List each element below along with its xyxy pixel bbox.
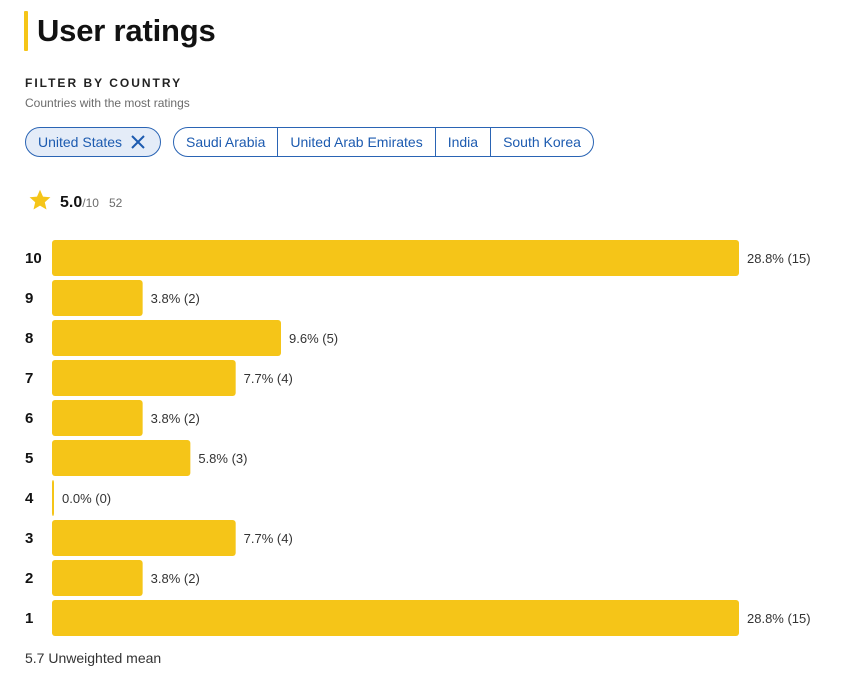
bar-value-label-10: 28.8% (15) — [747, 251, 811, 266]
rating-max: /10 — [82, 196, 99, 210]
rating-count: 52 — [108, 196, 123, 210]
rating-label-6: 6 — [25, 410, 33, 427]
bar-value-label-1: 28.8% (15) — [747, 611, 811, 626]
rating-score: 5.0 — [60, 194, 83, 211]
bar-rating-5[interactable] — [52, 440, 191, 476]
bar-rating-3[interactable] — [52, 520, 236, 556]
page-title: User ratings — [37, 13, 216, 48]
rating-label-5: 5 — [25, 450, 33, 467]
bar-value-label-8: 9.6% (5) — [289, 331, 338, 346]
bar-rating-9[interactable] — [52, 280, 143, 316]
chip-selected-label: United States — [38, 134, 123, 150]
rating-label-2: 2 — [25, 570, 33, 587]
chip-country-south-korea[interactable]: South Korea — [503, 134, 581, 150]
rating-label-1: 1 — [25, 610, 33, 627]
country-chip-group: Saudi Arabia United Arab Emirates India … — [173, 127, 594, 157]
rating-summary: 5.0 /10 52 — [28, 183, 122, 212]
bar-rating-7[interactable] — [52, 360, 236, 396]
bar-rating-6[interactable] — [52, 400, 143, 436]
title-accent-bar — [24, 11, 28, 51]
bar-value-label-2: 3.8% (2) — [151, 571, 200, 586]
chip-country-saudi-arabia[interactable]: Saudi Arabia — [174, 128, 279, 156]
chip-country-india[interactable]: India — [436, 128, 492, 156]
unweighted-mean: 5.7 Unweighted mean — [25, 650, 162, 666]
filter-subtitle: Countries with the most ratings — [25, 96, 190, 110]
bar-value-label-7: 7.7% (4) — [244, 371, 293, 386]
bar-value-label-3: 7.7% (4) — [244, 531, 293, 546]
close-icon[interactable] — [130, 134, 146, 150]
page-header: User ratings — [24, 11, 216, 51]
filter-label: FILTER BY COUNTRY — [25, 76, 183, 90]
rating-label-10: 10 — [25, 250, 42, 267]
bar-rating-1[interactable] — [52, 600, 739, 636]
rating-label-8: 8 — [25, 330, 33, 347]
bar-rating-8[interactable] — [52, 320, 281, 356]
bar-rating-2[interactable] — [52, 560, 143, 596]
rating-label-3: 3 — [25, 530, 33, 547]
rating-label-7: 7 — [25, 370, 33, 387]
rating-label-4: 4 — [25, 490, 34, 507]
star-icon — [29, 189, 51, 210]
ratings-bar-chart: 10 28.8% (15) 9 3.8% (2) 8 9.6% (5) 7 7.7% (4) 6… — [25, 240, 811, 636]
chip-country-uae[interactable]: United Arab Emirates — [278, 128, 436, 156]
rating-label-9: 9 — [25, 290, 33, 307]
bar-value-label-9: 3.8% (2) — [151, 291, 200, 306]
bar-rating-4[interactable] — [52, 480, 54, 516]
bar-value-label-4: 0.0% (0) — [62, 491, 111, 506]
bar-rating-10[interactable] — [52, 240, 739, 276]
bar-value-label-5: 5.8% (3) — [198, 451, 247, 466]
bar-value-label-6: 3.8% (2) — [151, 411, 200, 426]
chip-selected-country[interactable]: United States — [25, 127, 162, 157]
